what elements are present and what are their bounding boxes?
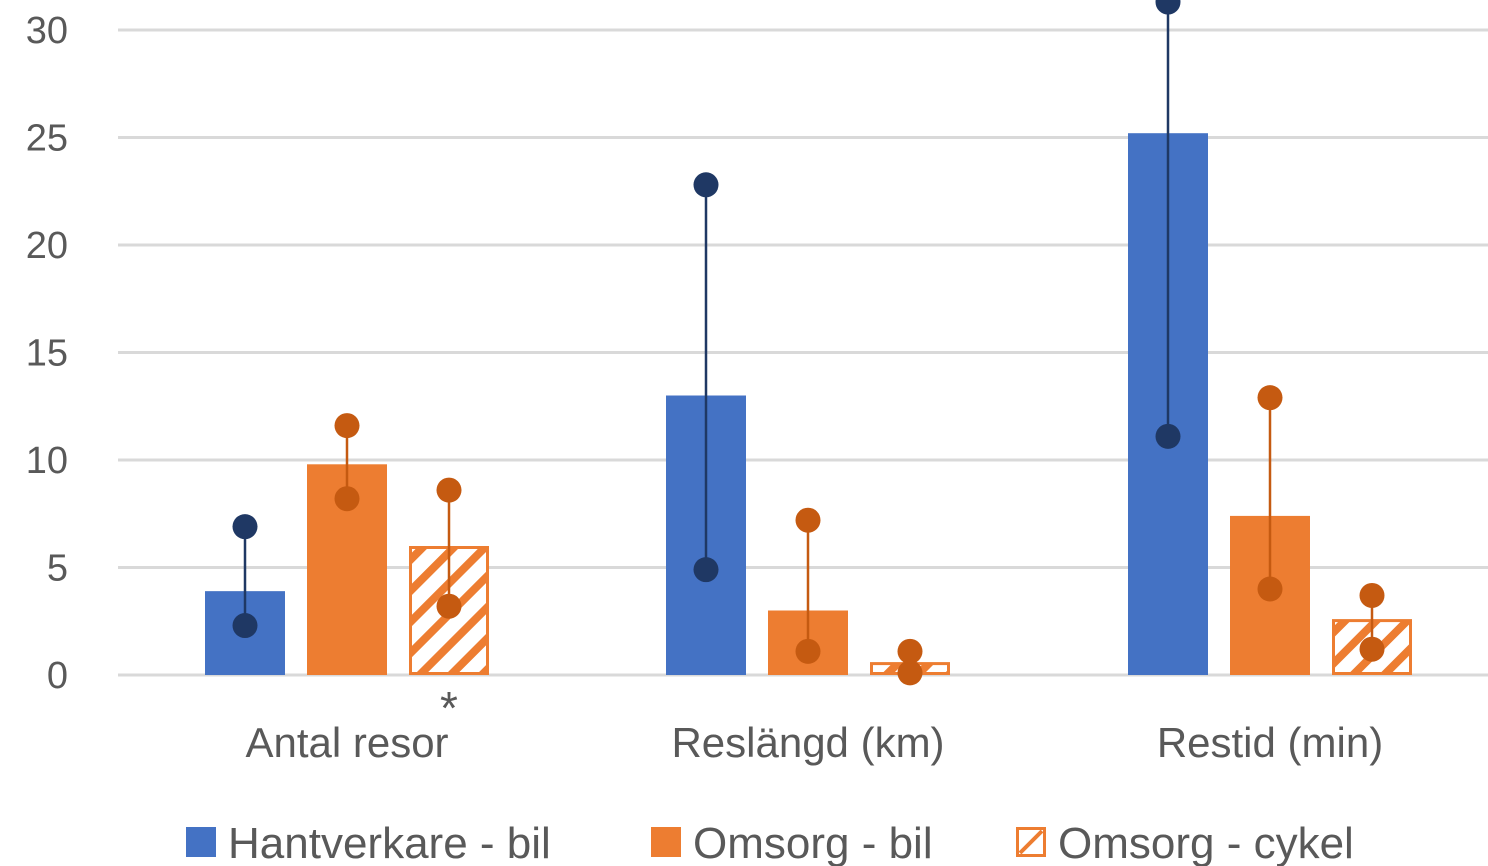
error-low-point-2-1 [334, 486, 360, 512]
error-high-point-2-2 [795, 507, 821, 533]
legend-label-3: Omsorg - cykel [1058, 819, 1354, 866]
legend-label-2: Omsorg - bil [693, 819, 933, 866]
y-tick-label: 0 [47, 655, 68, 697]
error-low-point-2-3 [1257, 576, 1283, 602]
error-high-point-2-1 [334, 413, 360, 439]
error-high-point-3-1 [436, 477, 462, 503]
y-tick-label: 20 [26, 225, 68, 267]
legend-swatch-2 [651, 827, 681, 857]
x-axis-categories: Antal resor Reslängd (km) Restid (min) [245, 719, 1383, 766]
y-tick-label: 15 [26, 333, 68, 375]
y-axis-ticks: 0 5 10 15 20 25 30 [26, 10, 68, 697]
error-low-point-1-3 [1155, 423, 1181, 449]
error-low-point-1-1 [232, 613, 258, 639]
error-high-point-2-3 [1257, 385, 1283, 411]
annotation-asterisk: * [440, 682, 458, 734]
y-tick-label: 5 [47, 548, 68, 590]
y-tick-label: 10 [26, 440, 68, 482]
error-high-point-3-2 [897, 638, 923, 664]
error-low-point-2-2 [795, 638, 821, 664]
legend-swatch-hatch [1018, 829, 1044, 855]
category-label: Restid (min) [1157, 719, 1383, 766]
category-label: Reslängd (km) [671, 719, 944, 766]
error-low-point-3-2 [897, 660, 923, 686]
error-high-point-1-2 [693, 172, 719, 198]
error-low-point-1-2 [693, 557, 719, 583]
category-label: Antal resor [245, 719, 448, 766]
error-low-point-3-1 [436, 593, 462, 619]
y-tick-label: 30 [26, 10, 68, 52]
error-low-point-3-3 [1359, 636, 1385, 662]
annotations: * [440, 682, 458, 734]
error-high-point-1-1 [232, 514, 258, 540]
legend: Hantverkare - bil Omsorg - bil Omsorg - cy… [186, 819, 1354, 866]
error-high-point-1-3 [1155, 0, 1181, 15]
legend-swatch-1 [186, 827, 216, 857]
legend-label-1: Hantverkare - bil [228, 819, 551, 866]
y-tick-label: 25 [26, 118, 68, 160]
error-bars [232, 0, 1385, 686]
error-high-point-3-3 [1359, 582, 1385, 608]
